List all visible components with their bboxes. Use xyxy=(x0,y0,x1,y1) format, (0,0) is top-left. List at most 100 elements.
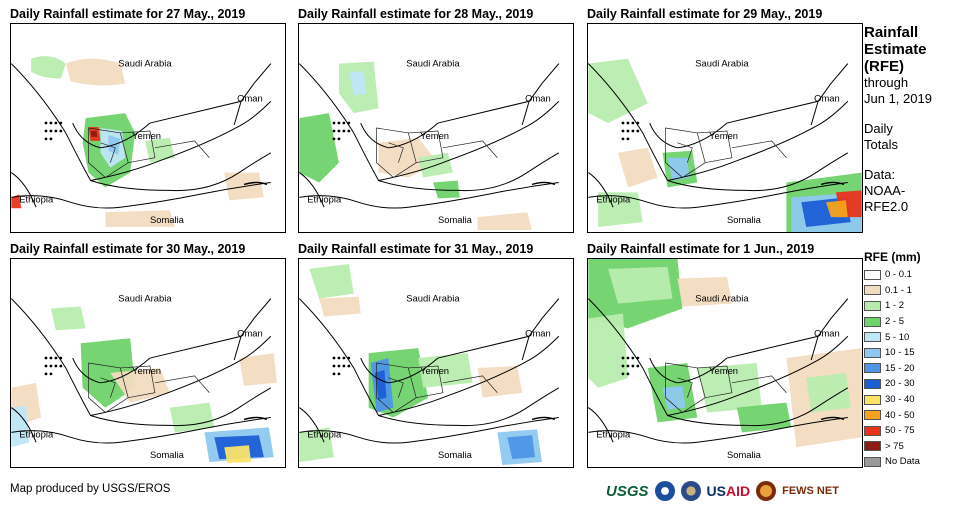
island-dot xyxy=(636,364,640,368)
island-dot xyxy=(626,372,630,376)
legend-swatch xyxy=(864,425,881,436)
legend-item: 20 - 30 xyxy=(864,376,915,392)
island-dot xyxy=(342,129,346,133)
label-yemen: Yemen xyxy=(420,130,449,141)
panel-title-5: Daily Rainfall estimate for 31 May., 201… xyxy=(298,242,534,256)
sidebar-totals: Totals xyxy=(864,137,898,152)
rainfall-patch xyxy=(433,180,460,199)
governorate-central xyxy=(408,365,444,399)
legend-item: > 75 xyxy=(864,439,904,455)
label-oman: Oman xyxy=(237,327,263,338)
island-dot xyxy=(347,356,351,360)
rainfall-patch xyxy=(31,56,66,79)
legend-swatch xyxy=(864,316,881,327)
governorate-east xyxy=(154,375,210,393)
panel-title-4: Daily Rainfall estimate for 30 May., 201… xyxy=(10,242,246,256)
fews-net-logo: FEWS NET xyxy=(782,485,839,497)
sidebar-source-1: NOAA- xyxy=(864,183,906,198)
coastline-horn xyxy=(588,416,848,444)
legend-swatch xyxy=(864,332,881,343)
border-saudi-yemen xyxy=(437,298,560,359)
legend-swatch xyxy=(864,300,881,311)
coastline-red-sea xyxy=(11,298,272,417)
coastline-horn xyxy=(299,181,559,209)
island-dot xyxy=(59,364,63,368)
island-dot xyxy=(631,121,635,125)
fews-net-icon xyxy=(756,481,777,501)
rainfall-patch xyxy=(477,212,533,231)
socotra-island xyxy=(243,416,268,421)
governorate-west xyxy=(88,362,129,413)
map-panel-3: Saudi Arabia Oman Yemen Ethiopia Somalia xyxy=(587,23,863,233)
border-yemen-oman xyxy=(233,336,242,361)
island-dot xyxy=(626,356,630,360)
panel-title-1: Daily Rainfall estimate for 27 May., 201… xyxy=(10,7,246,21)
island-dot xyxy=(54,364,58,368)
rainfall-patch xyxy=(309,263,354,299)
coastline-gulf-of-aden xyxy=(378,152,560,192)
island-dot xyxy=(342,121,346,125)
rainfall-patch xyxy=(806,372,851,413)
legend-item: 0 - 0.1 xyxy=(864,267,912,283)
panel-title-3: Daily Rainfall estimate for 29 May., 201… xyxy=(587,7,823,21)
island-dot xyxy=(332,364,336,368)
coastline-red-sea xyxy=(299,298,560,417)
island-dot xyxy=(621,129,625,133)
governorate-east xyxy=(154,140,210,158)
governorate-inner xyxy=(677,142,693,163)
border-yemen-oman xyxy=(810,336,819,361)
island-dot xyxy=(626,137,630,141)
border-saudi-yemen xyxy=(149,298,272,359)
island-dot xyxy=(54,356,58,360)
coastline-red-sea xyxy=(588,298,849,417)
rainfall-patch xyxy=(80,338,136,408)
label-somalia: Somalia xyxy=(150,449,185,460)
label-yemen: Yemen xyxy=(420,365,449,376)
rainfall-patch xyxy=(588,313,628,388)
governorate-inner xyxy=(388,142,404,163)
gov-seal-logo xyxy=(680,481,701,501)
governorate-inner xyxy=(100,142,116,163)
border-yemen-oman xyxy=(810,101,819,126)
sidebar-title-line-3: (RFE) xyxy=(864,58,904,75)
label-somalia: Somalia xyxy=(727,449,762,460)
map-svg-3: Saudi Arabia Oman Yemen Ethiopia Somalia xyxy=(588,58,862,232)
governorate-west xyxy=(376,362,417,413)
governorate-west xyxy=(376,127,417,178)
coastline-horn xyxy=(588,181,848,209)
rainfall-patch xyxy=(348,71,367,96)
border-yemen-north xyxy=(360,122,439,149)
rainfall-patch xyxy=(299,427,334,463)
legend-item: 30 - 40 xyxy=(864,392,915,408)
coastline-eritrea xyxy=(299,172,325,208)
map-svg-2: Saudi Arabia Oman Yemen Ethiopia Somalia xyxy=(299,58,560,231)
island-dot xyxy=(332,121,336,125)
legend-item: No Data xyxy=(864,454,920,470)
map-svg-4: Saudi Arabia Oman Yemen Ethiopia Somalia xyxy=(11,293,277,464)
legend-swatch xyxy=(864,269,881,280)
legend-swatch xyxy=(864,441,881,452)
label-ethiopia: Ethiopia xyxy=(19,428,54,439)
governorate-central xyxy=(697,130,733,164)
rainfall-patch xyxy=(224,445,252,464)
label-somalia: Somalia xyxy=(438,214,473,225)
socotra-island xyxy=(531,181,556,186)
legend-label: 40 - 50 xyxy=(885,409,915,421)
label-oman: Oman xyxy=(814,327,840,338)
island-dot xyxy=(59,129,63,133)
legend-label: 30 - 40 xyxy=(885,394,915,406)
coastline-eritrea xyxy=(588,172,614,208)
sidebar-through: through xyxy=(864,75,909,90)
socotra-island xyxy=(531,416,556,421)
rainfall-patch xyxy=(667,157,690,181)
island-dot xyxy=(337,364,341,368)
island-dot xyxy=(44,129,48,133)
coastline-gulf-of-aden xyxy=(378,387,560,427)
legend-item: 0.1 - 1 xyxy=(864,283,912,299)
island-dot xyxy=(44,372,48,376)
border-yemen-north xyxy=(649,122,728,149)
island-dot xyxy=(621,121,625,125)
sidebar-title-line-2: Estimate xyxy=(864,41,927,58)
rainfall-patch xyxy=(507,435,536,460)
legend-swatch xyxy=(864,456,881,467)
